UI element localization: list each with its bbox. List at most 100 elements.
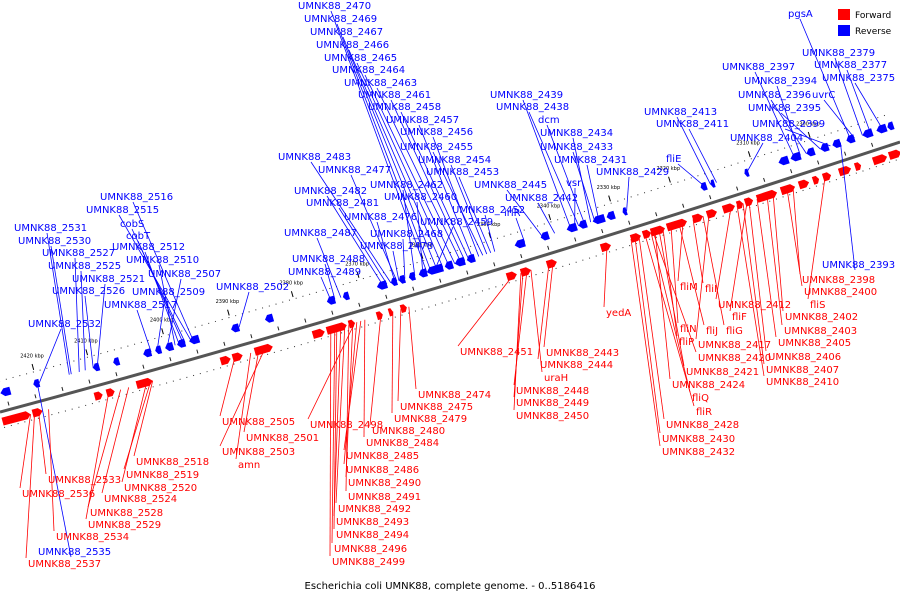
gene-label[interactable]: UMNK88_2464 [332, 65, 405, 76]
forward-gene[interactable] [837, 166, 852, 177]
forward-gene[interactable] [105, 388, 115, 398]
gene-label[interactable]: UMNK88_2467 [310, 27, 383, 38]
gene-label[interactable]: fliS [810, 300, 825, 311]
gene-label[interactable]: UMNK88_2499 [332, 557, 405, 568]
gene-label[interactable]: UMNK88_2478 [360, 241, 433, 252]
gene-label[interactable]: uraH [544, 373, 568, 384]
forward-gene[interactable] [219, 355, 231, 366]
gene-label[interactable]: UMNK88_2491 [348, 492, 421, 503]
gene-label[interactable]: dcm [538, 115, 560, 126]
gene-label[interactable]: UMNK88_2444 [540, 360, 613, 371]
gene-label[interactable]: UMNK88_2417 [698, 340, 771, 351]
gene-label[interactable]: UMNK88_2505 [222, 417, 295, 428]
reverse-gene[interactable] [622, 207, 628, 216]
gene-label[interactable]: UMNK88_2503 [222, 447, 295, 458]
gene-label[interactable]: UMNK88_2395 [748, 103, 821, 114]
gene-label[interactable]: UMNK88_2451 [460, 347, 533, 358]
gene-label[interactable]: UMNK88_2534 [56, 532, 129, 543]
gene-label[interactable]: UMNK88_2412 [718, 300, 791, 311]
reverse-gene[interactable] [540, 231, 550, 241]
gene-label[interactable]: UMNK88_2449 [516, 398, 589, 409]
forward-gene[interactable] [231, 352, 243, 363]
gene-label[interactable]: UMNK88_2455 [400, 142, 473, 153]
reverse-gene[interactable] [578, 219, 588, 229]
gene-label[interactable]: UMNK88_2537 [28, 559, 101, 570]
gene-label[interactable]: UMNK88_2532 [28, 319, 101, 330]
forward-gene[interactable] [545, 259, 557, 269]
reverse-gene[interactable] [514, 238, 526, 249]
gene-label[interactable]: UMNK88_2502 [216, 282, 289, 293]
gene-label[interactable]: fliM [680, 282, 698, 293]
gene-label[interactable]: UMNK88_2411 [656, 119, 729, 130]
gene-label[interactable]: fliQ [692, 393, 709, 404]
gene-label[interactable]: UMNK88_2484 [366, 438, 439, 449]
reverse-gene[interactable] [177, 338, 187, 348]
gene-label[interactable]: UMNK88_2496 [334, 544, 407, 555]
gene-label[interactable]: UMNK88_2470 [298, 1, 371, 12]
gene-label[interactable]: UMNK88_2531 [14, 223, 87, 234]
gene-label[interactable]: UMNK88_2438 [496, 102, 569, 113]
gene-label[interactable]: irlR [504, 208, 521, 219]
gene-label[interactable]: UMNK88_2466 [316, 40, 389, 51]
gene-label[interactable]: UMNK88_2526 [52, 286, 125, 297]
gene-label[interactable]: UMNK88_2398 [802, 275, 875, 286]
gene-label[interactable]: UMNK88_2421 [686, 367, 759, 378]
gene-label[interactable]: UMNK88_2475 [400, 402, 473, 413]
gene-label[interactable]: UMNK88_2490 [348, 478, 421, 489]
forward-gene[interactable] [811, 175, 820, 185]
gene-label[interactable]: fliJ [706, 326, 718, 337]
gene-label[interactable]: UMNK88_2527 [42, 248, 115, 259]
gene-label[interactable]: UMNK88_2481 [306, 198, 379, 209]
gene-label[interactable]: UMNK88_2521 [72, 274, 145, 285]
forward-gene[interactable] [755, 189, 778, 203]
gene-label[interactable]: UMNK88_2457 [386, 115, 459, 126]
reverse-gene[interactable] [744, 168, 750, 177]
forward-gene[interactable] [821, 172, 832, 182]
gene-label[interactable]: UMNK88_2519 [126, 470, 199, 481]
reverse-gene[interactable] [0, 386, 12, 397]
gene-label[interactable]: UMNK88_2433 [540, 142, 613, 153]
forward-gene[interactable] [519, 267, 531, 277]
gene-label[interactable]: UMNK88_2485 [346, 451, 419, 462]
forward-gene[interactable] [505, 271, 517, 282]
forward-gene[interactable] [743, 197, 754, 207]
gene-label[interactable]: UMNK88_2487 [284, 228, 357, 239]
gene-label[interactable]: UMNK88_2442 [505, 193, 578, 204]
gene-label[interactable]: fliG [726, 326, 743, 337]
gene-label[interactable]: UMNK88_2460 [384, 192, 457, 203]
gene-label[interactable]: UMNK88_2439 [490, 90, 563, 101]
reverse-gene[interactable] [342, 291, 350, 301]
gene-label[interactable]: UMNK88_2501 [246, 433, 319, 444]
gene-label[interactable]: UMNK88_2459 [420, 217, 493, 228]
gene-label[interactable]: UMNK88_2517 [104, 300, 177, 311]
gene-label[interactable]: UMNK88_2492 [338, 504, 411, 515]
reverse-gene[interactable] [444, 260, 454, 270]
reverse-gene[interactable] [606, 210, 616, 220]
gene-label[interactable]: UMNK88_2393 [822, 260, 895, 271]
reverse-gene[interactable] [592, 214, 606, 225]
gene-label[interactable]: UMNK88_2377 [814, 60, 887, 71]
gene-label[interactable]: fliP [679, 337, 694, 348]
forward-gene[interactable] [665, 218, 687, 232]
gene-label[interactable]: UMNK88_2394 [744, 76, 817, 87]
gene-label[interactable]: UMNK88_2494 [336, 530, 409, 541]
reverse-gene[interactable] [326, 295, 337, 305]
reverse-gene[interactable] [155, 345, 163, 355]
gene-label[interactable]: UMNK88_2434 [540, 128, 613, 139]
forward-gene[interactable] [1, 411, 31, 426]
gene-label[interactable]: UMNK88_2407 [766, 365, 839, 376]
forward-gene[interactable] [871, 154, 888, 166]
gene-label[interactable]: UMNK88_2428 [666, 420, 739, 431]
reverse-gene[interactable] [832, 138, 842, 148]
gene-label[interactable]: UMNK88_2465 [324, 53, 397, 64]
reverse-gene[interactable] [418, 268, 428, 278]
gene-label[interactable]: UMNK88_2431 [554, 155, 627, 166]
gene-label[interactable]: UMNK88_2488 [292, 254, 365, 265]
gene-label[interactable]: UMNK88_2518 [136, 457, 209, 468]
gene-label[interactable]: UMNK88_2512 [112, 242, 185, 253]
gene-label[interactable]: UMNK88_2524 [104, 494, 177, 505]
gene-label[interactable]: UMNK88_2448 [516, 386, 589, 397]
forward-gene[interactable] [705, 209, 717, 219]
gene-label[interactable]: UMNK88_2402 [785, 312, 858, 323]
forward-gene[interactable] [399, 304, 407, 313]
